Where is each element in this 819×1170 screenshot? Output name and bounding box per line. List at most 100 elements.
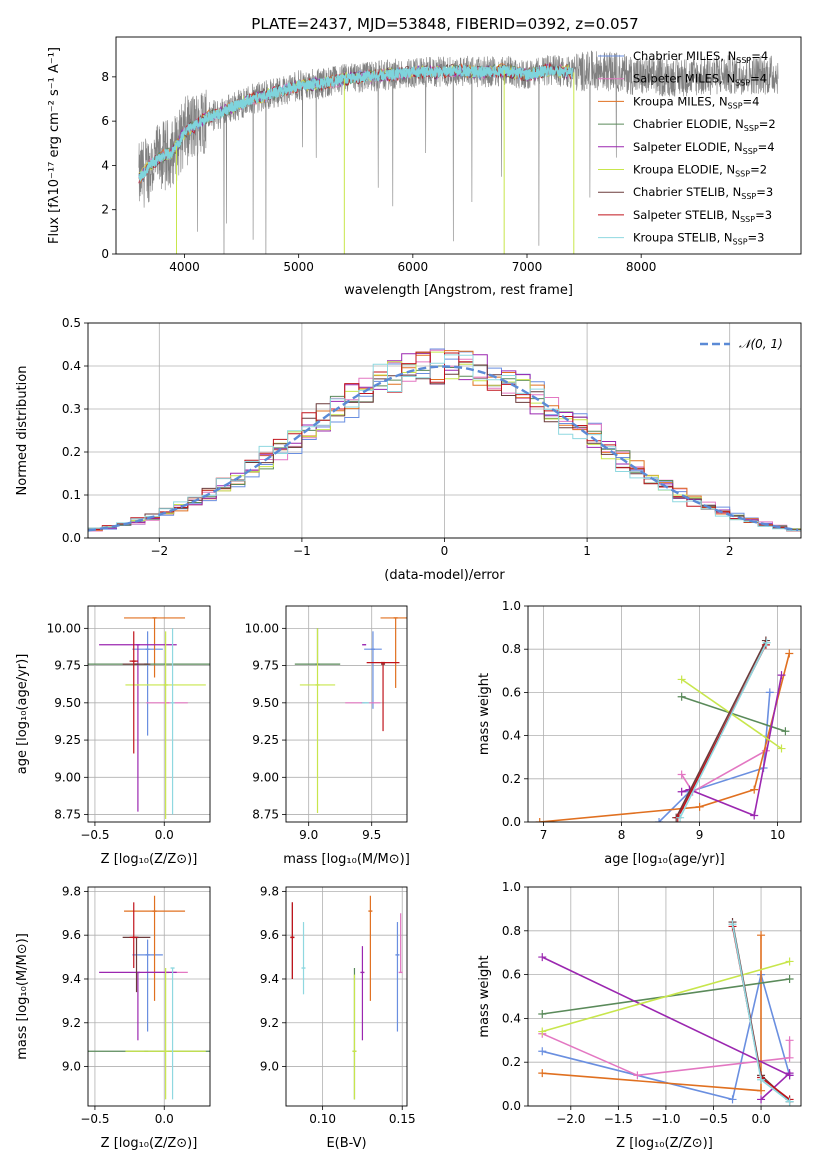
mass_weight_vs_age-xlabel: age [log₁₀(age/yr)]	[604, 852, 725, 867]
age_vs_mass-xtick-label: 9.5	[362, 828, 381, 842]
age_vs_mass-ytick-label: 9.50	[252, 696, 279, 710]
spectrum-model-line	[138, 64, 574, 182]
residuals-xtick-label: 1	[583, 544, 591, 558]
mass-weight-marker	[785, 1036, 794, 1045]
mass_weight_vs_age-xtick-label: 8	[618, 828, 626, 842]
residuals-frame	[87, 322, 802, 539]
spectrum-xtick-label: 6000	[398, 260, 429, 274]
mass-weight-marker	[676, 813, 685, 822]
residuals-ytick-label: 0.4	[62, 359, 81, 373]
mass_vs_EBV-xlabel: E(B-V)	[326, 1136, 366, 1151]
mass-weight-marker	[750, 785, 759, 794]
mass_weight_vs_Z-xtick-label: −1.5	[604, 1112, 633, 1126]
legend-label-suffix: =2	[750, 163, 767, 177]
legend-label-suffix: =4	[758, 140, 775, 154]
legend-label-suffix: =4	[743, 94, 760, 108]
residuals-ylabel: Normed distribution	[15, 366, 30, 496]
mass_vs_EBV-ytick-label: 9.0	[260, 1060, 279, 1074]
age_vs_Z-ytick-label: 9.50	[54, 696, 81, 710]
mass-weight-marker	[750, 811, 759, 820]
legend-label: Kroupa STELIB, NSSP=3	[633, 231, 764, 247]
mass_vs_Z-xlabel: Z [log₁₀(Z/Z⊙)]	[101, 1136, 198, 1151]
mass-weight-marker	[677, 787, 686, 796]
mass_weight_vs_Z-ytick-label: 1.0	[502, 880, 521, 894]
mass_vs_Z-xtick-label: −0.5	[80, 1112, 109, 1126]
age_vs_Z-axes: −0.5 0.0 8.75 9.00 9.25 9.50 9.75 10.00	[47, 606, 210, 842]
gaussian-curve	[88, 365, 799, 532]
mass_vs_EBV-axes: 0.10 0.15 9.0 9.2 9.4 9.6 9.8	[260, 884, 416, 1126]
spectrum-ytick-label: 0	[101, 247, 109, 261]
spectrum-ylabel: Flux [fλ10⁻¹⁷ erg cm⁻² s⁻¹ A⁻¹]	[47, 47, 62, 244]
mass_weight_vs_Z-ytick-label: 0.4	[502, 1011, 521, 1025]
mass-weight-marker	[785, 974, 794, 983]
legend-label-text: Salpeter ELODIE, N	[633, 140, 743, 154]
legend-label-text: Chabrier MILES, N	[633, 49, 736, 63]
residuals-ytick-label: 0.3	[62, 402, 81, 416]
mass_vs_Z-ytick-label: 9.4	[62, 972, 81, 986]
residuals-ytick-label: 0.0	[62, 531, 81, 545]
age_vs_mass-points	[294, 617, 407, 814]
legend-label-text: Chabrier STELIB, N	[633, 185, 741, 199]
legend-label-suffix: =3	[756, 185, 773, 199]
spectrum-ytick-label: 6	[101, 114, 109, 128]
age_vs_Z-ytick-label: 9.00	[54, 770, 81, 784]
legend-label-subscript: SSP	[736, 56, 751, 65]
mass-weight-marker	[785, 1097, 794, 1106]
age_vs_Z-xtick-label: 0.0	[155, 828, 174, 842]
mass_weight_vs_age-ytick-label: 0.8	[502, 642, 521, 656]
residuals-ytick-label: 0.5	[62, 316, 81, 330]
mass_weight_vs_Z-xtick-label: 0.0	[752, 1112, 771, 1126]
mass_weight_vs_Z-xtick-label: −2.0	[556, 1112, 585, 1126]
legend-label-subscript: SSP	[744, 124, 759, 133]
mass-weight-marker	[538, 1069, 547, 1078]
residuals-hists	[88, 348, 801, 533]
legend-label: Chabrier ELODIE, NSSP=2	[633, 117, 776, 133]
spectrum-xtick-label: 7000	[512, 260, 543, 274]
mass-weight-marker	[777, 744, 786, 753]
mass_vs_Z-xtick-label: 0.0	[155, 1112, 174, 1126]
mass_vs_EBV-xtick-label: 0.15	[389, 1112, 416, 1126]
age_vs_Z-ytick-label: 10.00	[47, 621, 81, 635]
age_vs_Z-points	[88, 617, 210, 820]
mass-weight-marker	[538, 1027, 547, 1036]
legend-label-subscript: SSP	[733, 238, 748, 247]
mass-weight-marker	[677, 692, 686, 701]
residuals-xtick-label: 0	[441, 544, 449, 558]
legend-label: Salpeter MILES, NSSP=4	[633, 72, 767, 88]
legend-label-subscript: SSP	[740, 215, 755, 224]
mass_vs_EBV-ytick-label: 9.8	[260, 884, 279, 898]
mass_weight_vs_age-xtick-label: 10	[770, 828, 785, 842]
mass-weight-line	[679, 642, 768, 819]
residuals-ytick-label: 0.1	[62, 488, 81, 502]
mass_weight_vs_Z-xtick-label: −0.5	[699, 1112, 728, 1126]
legend-label: Kroupa ELODIE, NSSP=2	[633, 163, 767, 179]
age_vs_Z-ytick-label: 8.75	[54, 808, 81, 822]
mass-weight-marker	[785, 1069, 794, 1078]
legend-label: Kroupa MILES, NSSP=4	[633, 94, 759, 110]
residuals-legend-label: 𝒩(0, 1)	[739, 337, 783, 351]
mass-weight-marker	[633, 1071, 642, 1080]
figure-title: PLATE=2437, MJD=53848, FIBERID=0392, z=0…	[251, 15, 638, 33]
mass_vs_Z-ytick-label: 9.8	[62, 884, 81, 898]
mass_weight_vs_Z-axes: −2.0 −1.5 −1.0 −0.5 0.0 0.0 0.2 0.4 0.6 0.8 1.0	[502, 880, 801, 1126]
mass_weight_vs_Z-ytick-label: 0.6	[502, 968, 521, 982]
mass_vs_EBV-ytick-label: 9.6	[260, 928, 279, 942]
spectrum-frame	[115, 36, 802, 255]
mass_weight_vs_Z-xlabel: Z [log₁₀(Z/Z⊙)]	[616, 1136, 713, 1151]
mass-weight-line	[681, 674, 783, 817]
legend-label-text: Chabrier ELODIE, N	[633, 117, 744, 131]
mass-weight-marker	[677, 770, 686, 779]
legend-label-suffix: =2	[759, 117, 776, 131]
mass-weight-marker	[762, 638, 771, 647]
mass-weight-marker	[538, 1047, 547, 1056]
mass_weight_vs_age-ytick-label: 1.0	[502, 599, 521, 613]
mass_weight_vs_age-ytick-label: 0.0	[502, 815, 521, 829]
legend-label: Salpeter ELODIE, NSSP=4	[633, 140, 775, 156]
legend-label-subscript: SSP	[735, 170, 750, 179]
mass-weight-line	[658, 692, 771, 822]
spectrum-axes: 4000 5000 6000 7000 8000 0 2 4 6 8	[101, 70, 656, 274]
age_vs_Z-xlabel: Z [log₁₀(Z/Z⊙)]	[101, 852, 198, 867]
mass_vs_Z-ytick-label: 9.2	[62, 1016, 81, 1030]
mass-weight-marker	[757, 1086, 766, 1095]
